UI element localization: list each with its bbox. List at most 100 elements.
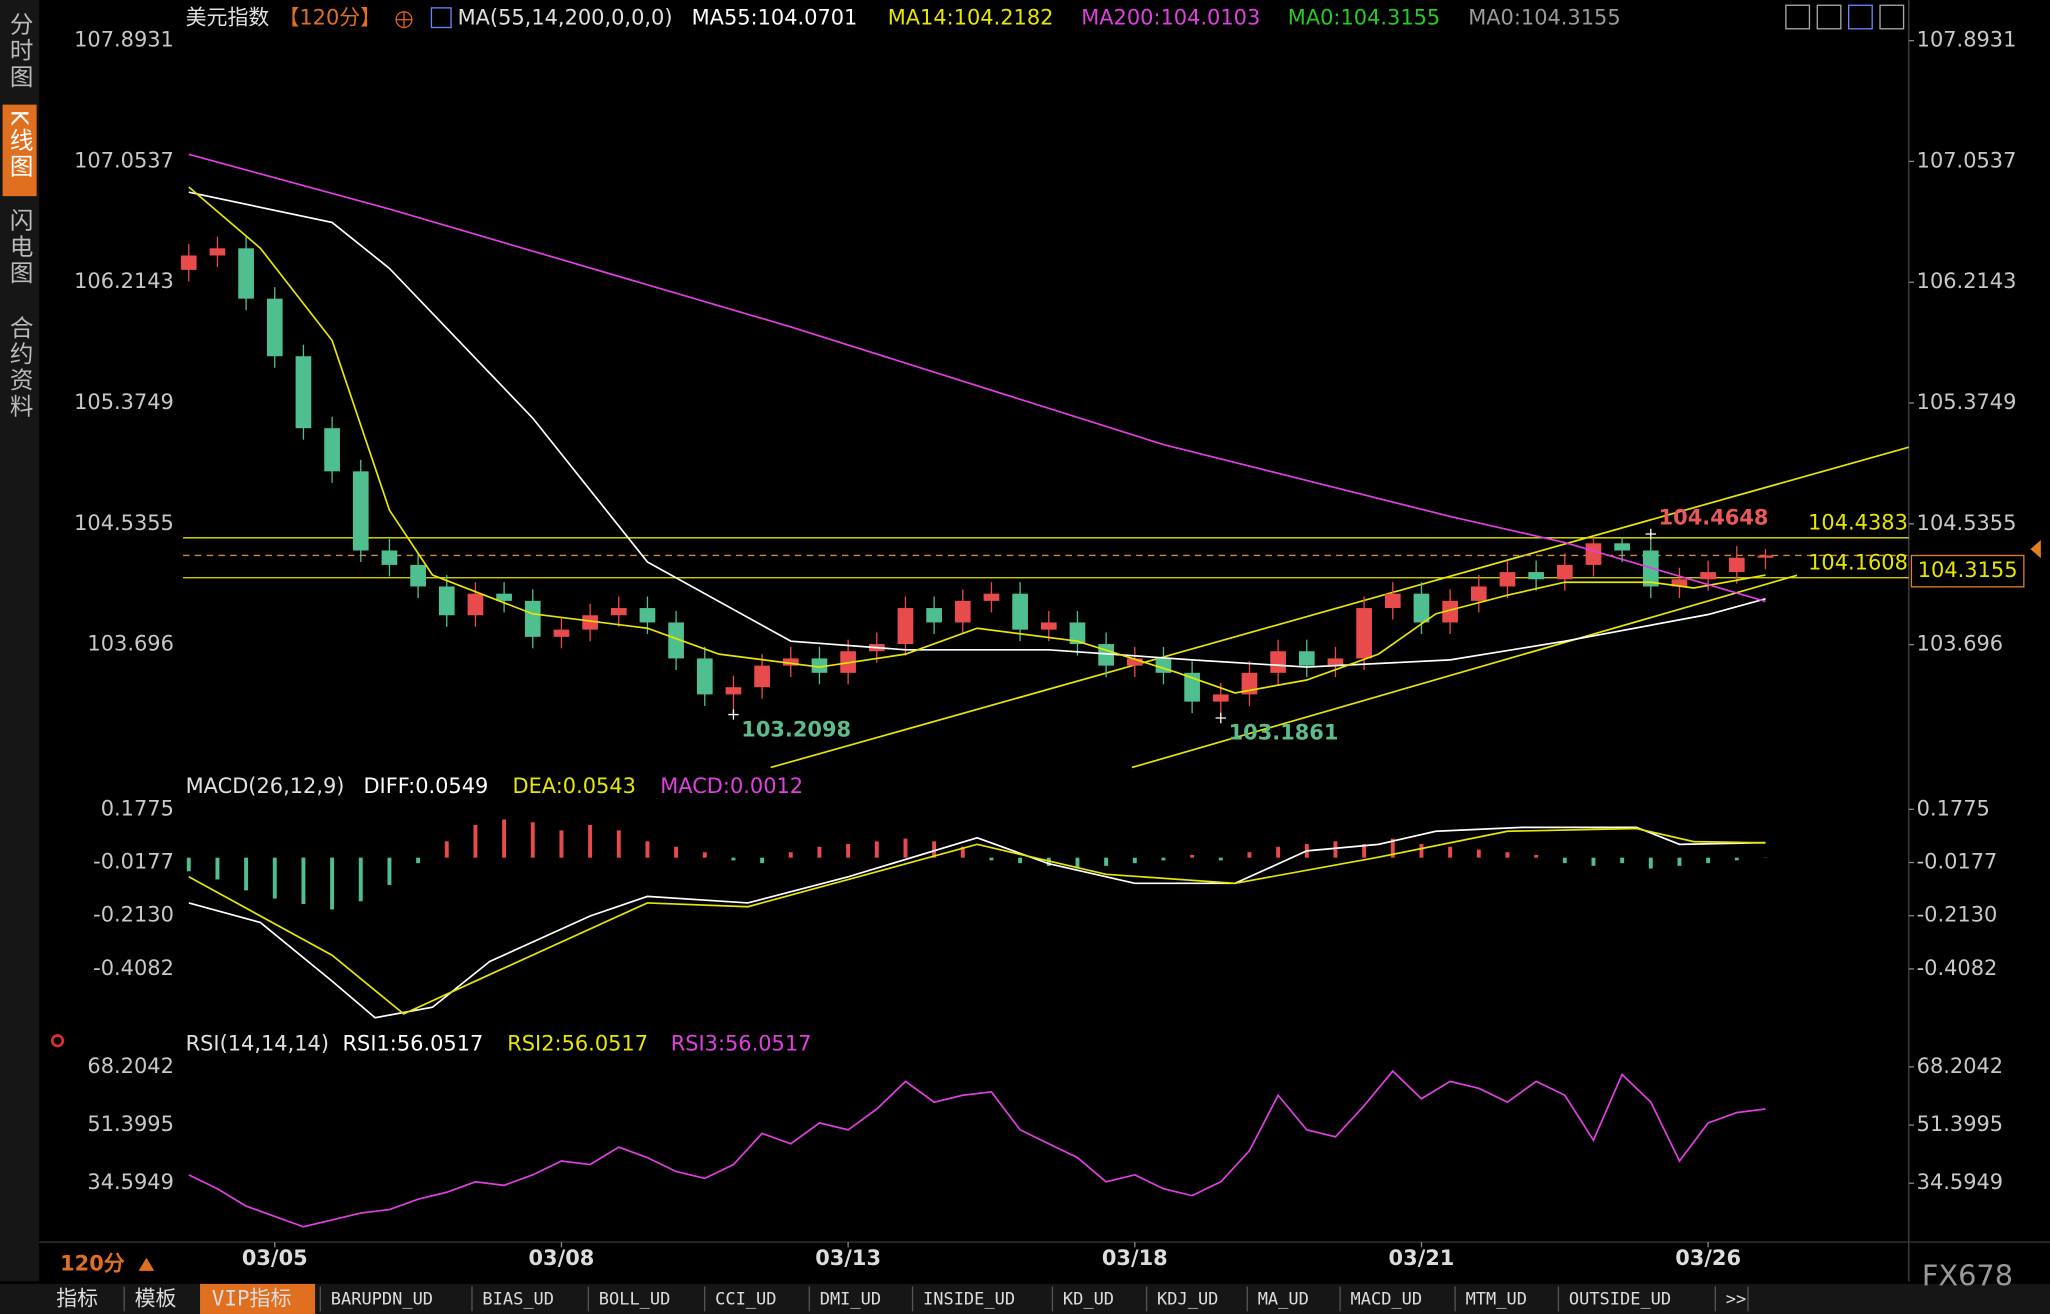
candle-body (553, 629, 570, 637)
candle-body (1413, 593, 1430, 623)
toolbar-button[interactable]: CCI_UD (715, 1290, 776, 1310)
candle-body (438, 586, 455, 616)
candle-body (410, 564, 426, 587)
series-line (770, 446, 1910, 769)
extreme-marker (728, 709, 739, 720)
toolbar-button[interactable]: 指标 (56, 1287, 98, 1311)
candle-body (639, 608, 656, 623)
toolbar-button[interactable]: KD_UD (1063, 1290, 1114, 1310)
y-tick-label: 103.696 (87, 632, 173, 656)
candle-body (1499, 572, 1516, 587)
toolbar-button[interactable]: OUTSIDE_UD (1569, 1290, 1671, 1310)
price-tag (1910, 554, 2025, 588)
candle-body (467, 593, 484, 616)
y-tick-label: 106.2143 (1917, 269, 2017, 293)
y-tick-label: 103.696 (1917, 632, 2003, 656)
legend-entry: DEA:0.0543 (513, 774, 636, 798)
window-icons (1785, 4, 1905, 30)
y-tick-label: 107.8931 (1917, 28, 2017, 52)
sidebar-tab[interactable]: 合约资料 (6, 315, 34, 420)
series-line (188, 826, 1766, 1019)
icon[interactable] (1848, 4, 1873, 30)
extreme-marker (1645, 528, 1657, 540)
series-line (188, 153, 1766, 603)
icon[interactable] (1816, 4, 1842, 30)
y-tick-label: -0.2130 (1917, 903, 1998, 927)
candle-body (1126, 658, 1143, 666)
candle-body (1212, 694, 1229, 702)
toolbar-button[interactable]: MTM_UD (1466, 1290, 1527, 1310)
toolbar-button[interactable]: INSIDE_UD (923, 1290, 1015, 1310)
y-tick-label: 51.3995 (87, 1112, 173, 1136)
legend-entry: RSI3:56.0517 (671, 1032, 812, 1056)
line-label: 104.4383 (1808, 510, 1908, 534)
y-tick-label: 106.2143 (74, 269, 174, 293)
y-tick-label: 0.1775 (1917, 796, 1990, 820)
candle-body (1356, 608, 1372, 659)
toolbar-button[interactable]: KDJ_UD (1157, 1290, 1218, 1310)
series-line (188, 827, 1766, 1015)
toolbar-button[interactable]: BOLL_UD (599, 1290, 671, 1310)
rsi-icon (50, 1034, 65, 1048)
period-label: 【120分】 (278, 5, 381, 29)
sidebar-tab[interactable]: 闪电图 (6, 208, 34, 287)
candle-body (1040, 622, 1057, 630)
candle-body (1728, 557, 1745, 573)
toolbar-button[interactable]: MACD_UD (1351, 1290, 1423, 1310)
y-tick-label: 104.5355 (74, 511, 174, 535)
icon[interactable] (1879, 4, 1905, 30)
toolbar-active (200, 1283, 316, 1314)
candle-body (295, 356, 312, 429)
sidebar-tab[interactable]: 分时图 (6, 12, 34, 91)
candle-body (1470, 586, 1487, 601)
x-tick-label: 03/08 (529, 1246, 595, 1270)
candle-body (324, 428, 340, 472)
y-tick-label: 68.2042 (1917, 1054, 2003, 1078)
candle-body (381, 550, 398, 565)
toolbar-button[interactable]: BARUPDN_UD (331, 1290, 433, 1310)
y-tick-label: -0.2130 (93, 903, 174, 927)
toolbar-button[interactable]: DMI_UD (820, 1290, 881, 1310)
legend-entry: RSI1:56.0517 (343, 1032, 484, 1056)
candle-body (983, 593, 1000, 601)
candle-body (180, 255, 197, 270)
extreme-label: 104.4648 (1659, 505, 1769, 529)
y-tick-label: -0.0177 (1917, 849, 1998, 873)
sidebar-tab[interactable]: K线图 (6, 110, 34, 180)
toolbar-button[interactable]: BIAS_UD (482, 1290, 554, 1310)
toolbar-button[interactable]: MA_UD (1258, 1290, 1309, 1310)
chart-icon[interactable] (430, 7, 452, 29)
candle-body (1757, 555, 1774, 558)
candle-body (1556, 564, 1573, 580)
y-tick-label: 104.5355 (1917, 511, 2017, 535)
candle-body (610, 608, 627, 616)
candle-body (1298, 651, 1315, 666)
sidebar (0, 0, 40, 1282)
period-selector[interactable]: 120分 (60, 1251, 125, 1275)
series-line (188, 191, 1766, 668)
candle-body (782, 658, 799, 666)
candle-body (696, 658, 713, 695)
indicator-label: MA(55,14,200,0,0,0) (458, 5, 673, 29)
toolbar-button[interactable]: 模板 (135, 1287, 177, 1311)
extreme-label: 103.1861 (1229, 721, 1339, 745)
toolbar-button[interactable]: VIP指标 (212, 1287, 292, 1311)
series-line (1131, 574, 1798, 769)
legend-entry: MA55:104.0701 (692, 5, 858, 29)
toolbar-button[interactable]: >> (1726, 1290, 1746, 1310)
y-tick-label: 0.1775 (101, 796, 174, 820)
period-arrow[interactable] (138, 1257, 155, 1271)
legend-entry: MA14:104.2182 (888, 5, 1054, 29)
icon[interactable] (1785, 4, 1811, 30)
candle-body (1012, 593, 1028, 630)
x-tick-label: 03/26 (1675, 1246, 1741, 1270)
legend-entry: RSI2:56.0517 (507, 1032, 648, 1056)
candle-body (496, 593, 512, 601)
candle-body (582, 615, 598, 630)
y-tick-label: 34.5949 (1917, 1170, 2003, 1194)
toolbar (0, 1283, 2050, 1314)
candle-body (725, 687, 742, 695)
candle-body (1384, 593, 1401, 609)
y-tick-label: 51.3995 (1917, 1112, 2003, 1136)
